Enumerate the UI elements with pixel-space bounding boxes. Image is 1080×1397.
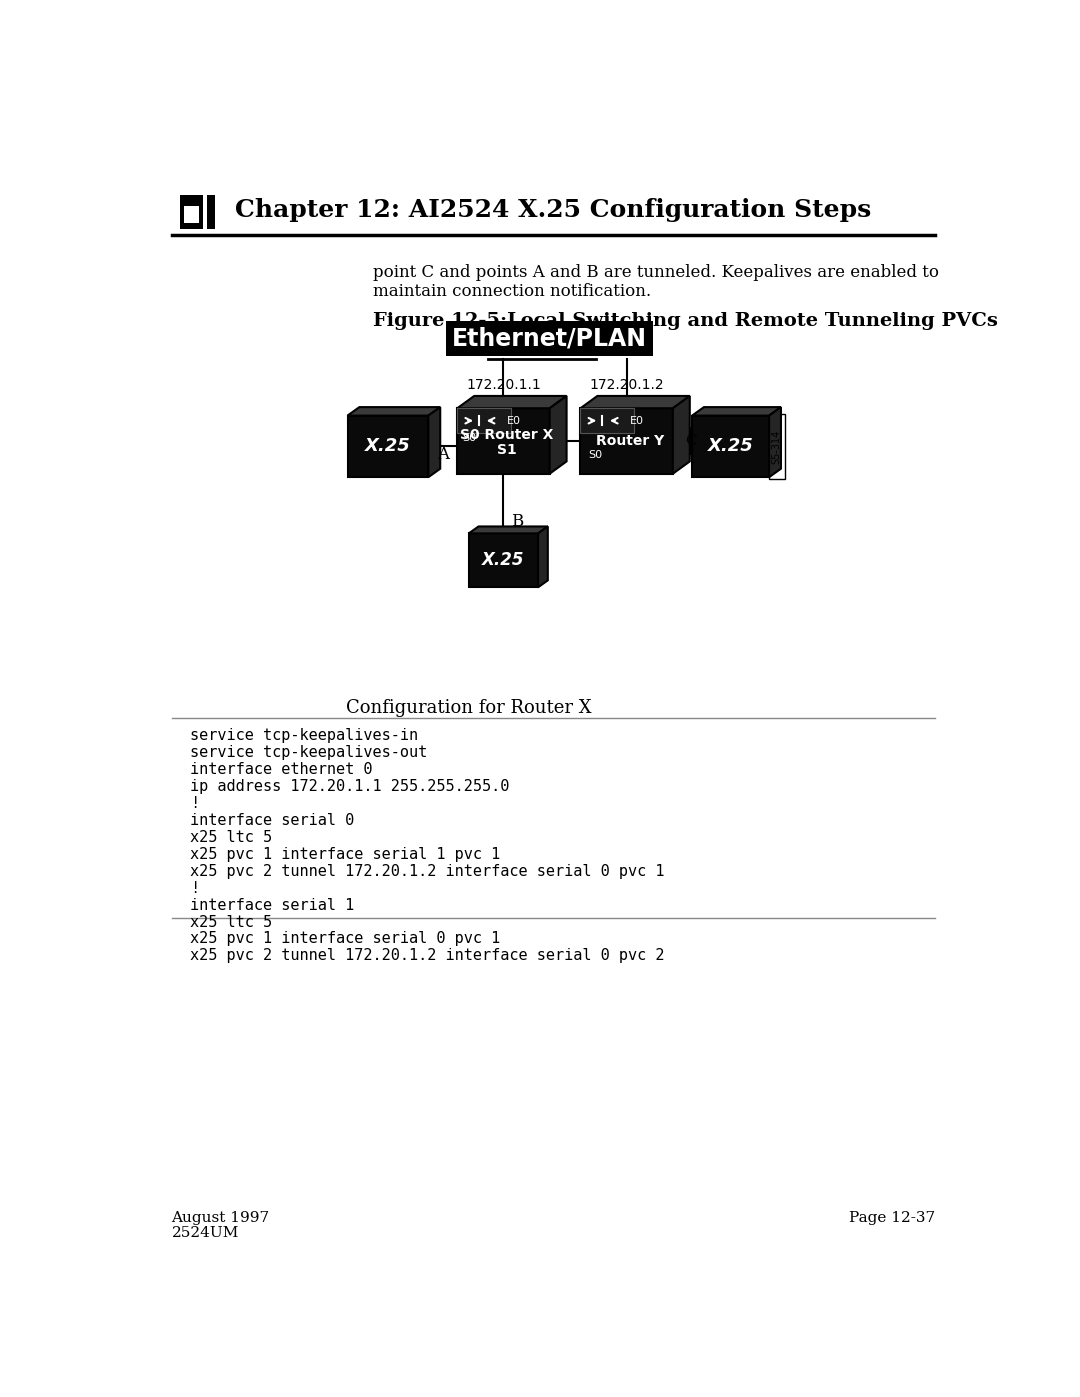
Text: S0 Router X: S0 Router X	[460, 427, 553, 441]
Polygon shape	[207, 194, 215, 229]
Polygon shape	[692, 415, 769, 478]
Text: service tcp-keepalives-in: service tcp-keepalives-in	[190, 728, 418, 743]
Text: interface serial 0: interface serial 0	[190, 813, 354, 828]
Polygon shape	[580, 408, 634, 433]
Text: 172.20.1.2: 172.20.1.2	[590, 377, 664, 391]
Polygon shape	[580, 395, 690, 408]
Text: A: A	[437, 447, 449, 464]
Text: August 1997: August 1997	[172, 1211, 270, 1225]
Text: !: !	[190, 796, 199, 812]
Bar	[690, 427, 692, 454]
Polygon shape	[538, 527, 548, 587]
Text: X.25: X.25	[482, 552, 525, 570]
Text: maintain connection notification.: maintain connection notification.	[373, 284, 650, 300]
Polygon shape	[457, 408, 550, 474]
Text: service tcp-keepalives-out: service tcp-keepalives-out	[190, 745, 428, 760]
Text: Chapter 12: AI2524 X.25 Configuration Steps: Chapter 12: AI2524 X.25 Configuration St…	[235, 198, 872, 222]
Text: ip address 172.20.1.1 255.255.255.0: ip address 172.20.1.1 255.255.255.0	[190, 780, 510, 793]
Text: Ethernet/PLAN: Ethernet/PLAN	[453, 327, 647, 351]
Text: S0: S0	[589, 450, 603, 460]
Text: S0: S0	[462, 433, 476, 443]
Polygon shape	[180, 194, 203, 229]
Text: X.25: X.25	[707, 437, 754, 455]
Polygon shape	[550, 395, 567, 474]
Text: interface serial 1: interface serial 1	[190, 898, 354, 912]
Text: C: C	[685, 434, 697, 448]
Text: x25 ltc 5: x25 ltc 5	[190, 915, 272, 929]
Text: Configuration for Router X: Configuration for Router X	[346, 698, 592, 717]
Text: x25 pvc 2 tunnel 172.20.1.2 interface serial 0 pvc 1: x25 pvc 2 tunnel 172.20.1.2 interface se…	[190, 863, 664, 879]
Text: Figure 12-5:Local Switching and Remote Tunneling PVCs: Figure 12-5:Local Switching and Remote T…	[373, 313, 998, 331]
Text: 2524UM: 2524UM	[172, 1227, 239, 1241]
Text: x25 pvc 1 interface serial 1 pvc 1: x25 pvc 1 interface serial 1 pvc 1	[190, 847, 500, 862]
Text: B: B	[511, 513, 524, 531]
Polygon shape	[457, 395, 567, 408]
Text: x25 pvc 2 tunnel 172.20.1.2 interface serial 0 pvc 2: x25 pvc 2 tunnel 172.20.1.2 interface se…	[190, 949, 664, 964]
Polygon shape	[580, 408, 673, 474]
Text: E0: E0	[507, 416, 521, 426]
Polygon shape	[469, 527, 548, 534]
Text: 172.20.1.1: 172.20.1.1	[467, 377, 541, 391]
Text: X.25: X.25	[365, 437, 410, 455]
Polygon shape	[673, 395, 690, 474]
Polygon shape	[348, 415, 429, 478]
Text: S1: S1	[497, 443, 516, 457]
Text: S5-314: S5-314	[772, 429, 782, 464]
Text: Router Y: Router Y	[595, 434, 664, 448]
Polygon shape	[184, 207, 200, 224]
Polygon shape	[429, 407, 441, 478]
Text: E0: E0	[630, 416, 644, 426]
Text: point C and points A and B are tunneled. Keepalives are enabled to: point C and points A and B are tunneled.…	[373, 264, 939, 281]
Text: Page 12-37: Page 12-37	[849, 1211, 935, 1225]
Text: x25 pvc 1 interface serial 0 pvc 1: x25 pvc 1 interface serial 0 pvc 1	[190, 932, 500, 947]
Polygon shape	[348, 407, 441, 415]
Text: !: !	[190, 880, 199, 895]
Text: interface ethernet 0: interface ethernet 0	[190, 763, 373, 777]
Polygon shape	[469, 534, 538, 587]
Polygon shape	[207, 224, 215, 229]
Text: x25 ltc 5: x25 ltc 5	[190, 830, 272, 845]
Polygon shape	[692, 407, 781, 415]
Polygon shape	[457, 408, 511, 433]
Polygon shape	[769, 407, 781, 478]
